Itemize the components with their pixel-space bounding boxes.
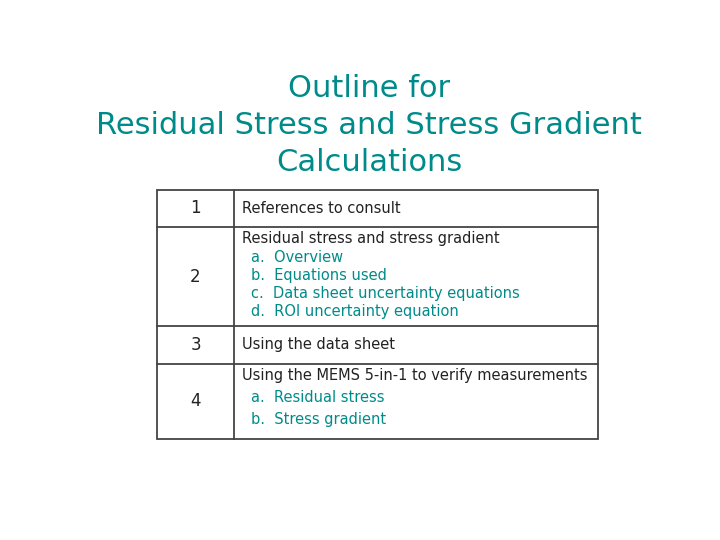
- Text: a.  Overview: a. Overview: [251, 249, 343, 265]
- Text: 2: 2: [190, 267, 201, 286]
- Text: Residual stress and stress gradient: Residual stress and stress gradient: [243, 232, 500, 246]
- Text: 3: 3: [190, 336, 201, 354]
- Text: 1: 1: [190, 199, 201, 218]
- Text: b.  Stress gradient: b. Stress gradient: [251, 412, 386, 427]
- Text: b.  Equations used: b. Equations used: [251, 268, 387, 283]
- Text: Outline for
Residual Stress and Stress Gradient
Calculations: Outline for Residual Stress and Stress G…: [96, 73, 642, 177]
- Text: 4: 4: [190, 392, 201, 410]
- Text: Using the data sheet: Using the data sheet: [243, 338, 395, 352]
- Text: References to consult: References to consult: [243, 201, 401, 216]
- Text: c.  Data sheet uncertainty equations: c. Data sheet uncertainty equations: [251, 286, 520, 301]
- Text: Using the MEMS 5-in-1 to verify measurements: Using the MEMS 5-in-1 to verify measurem…: [243, 368, 588, 383]
- Text: d.  ROI uncertainty equation: d. ROI uncertainty equation: [251, 305, 459, 320]
- Bar: [157, 190, 598, 439]
- Text: a.  Residual stress: a. Residual stress: [251, 390, 384, 405]
